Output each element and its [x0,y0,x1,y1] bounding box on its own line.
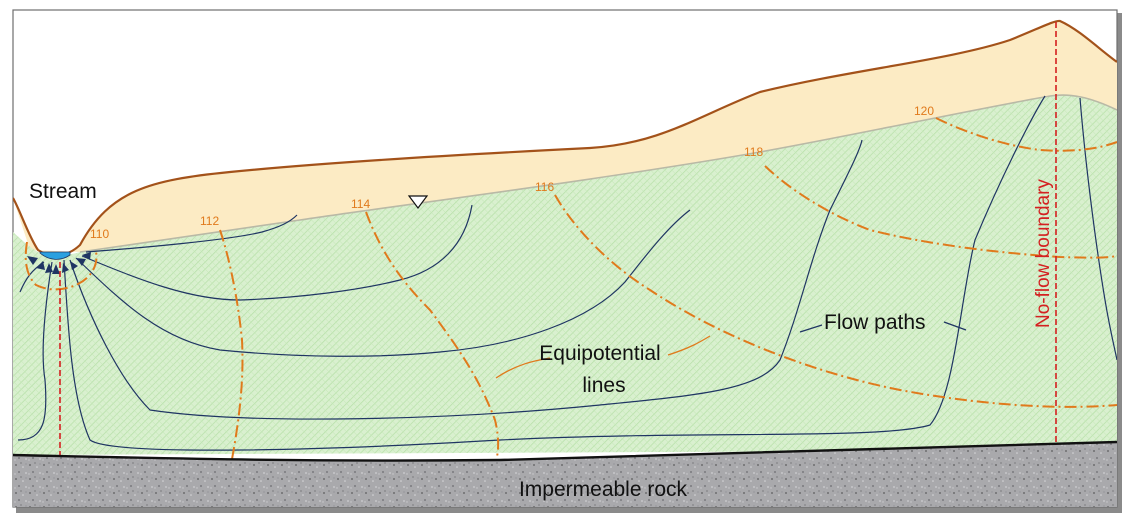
saturated-zone [13,95,1117,456]
flow-paths-label: Flow paths [824,311,926,334]
equipotential-label-line1: Equipotential [539,342,660,365]
flow-paths-leader [799,324,823,333]
flow-arrowheads [27,252,91,274]
equipotential-leader [495,357,551,379]
arrowhead-icon [45,263,53,273]
unsaturated-zone [13,20,1117,256]
flow-paths-leader [943,321,967,331]
equipotential-label-line2: lines [582,374,625,397]
rock-surface-line [13,440,1117,462]
flow-path [1079,97,1117,361]
impermeable-rock-label: Impermeable rock [519,478,688,501]
flow-path [63,95,1046,451]
equipotential-line [764,165,1117,259]
stream-label: Stream [29,180,97,203]
water-table-line [79,94,1117,253]
equipotential-line [24,241,98,291]
impermeable-rock [13,442,1117,507]
arrowhead-icon [76,258,86,266]
arrowhead-icon [70,261,78,270]
arrowhead-icon [62,263,69,273]
equipotential-line [365,211,500,461]
contour-label: 114 [351,197,370,211]
flow-path [81,204,473,301]
arrowhead-icon [36,261,45,270]
ground-surface-line [13,19,1117,257]
flow-path [69,139,863,420]
contour-label: 112 [200,214,219,228]
flow-path [17,261,53,441]
contour-label: 110 [90,227,109,241]
flow-path [85,214,298,253]
stream-water [39,251,71,260]
equipotential-leader [667,335,711,356]
arrowhead-icon [27,256,38,265]
contour-labels: 110 112 114 116 118 120 [90,104,934,241]
contour-label: 118 [744,145,763,159]
equipotential-line [219,229,244,481]
arrowhead-icon [82,252,91,260]
water-table-marker-icon [407,195,429,209]
equipotential-line [935,117,1117,152]
no-flow-boundary-label: No-flow boundary [1033,179,1054,328]
contour-label: 120 [914,104,934,118]
equipotential-lines [24,117,1117,481]
contour-label: 116 [535,180,554,194]
arrowhead-icon [52,264,60,274]
